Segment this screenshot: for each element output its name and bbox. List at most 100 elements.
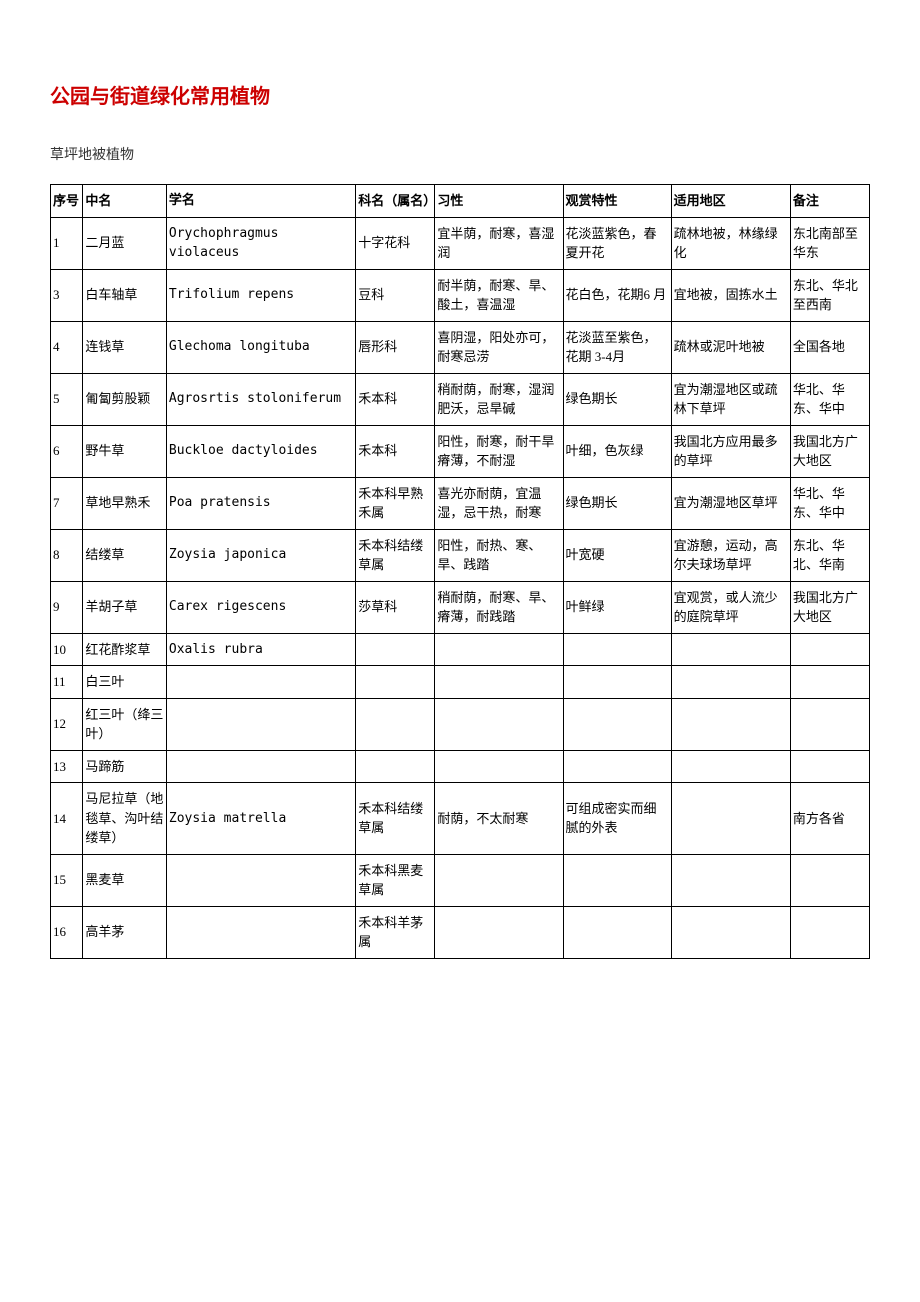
- cell-region: [671, 698, 790, 750]
- cell-family: 禾本科羊茅属: [356, 906, 435, 958]
- cell-latin: Carex rigescens: [166, 581, 355, 633]
- cell-family: 禾本科: [356, 425, 435, 477]
- cell-feature: 花淡蓝至紫色，花期 3-4月: [563, 321, 671, 373]
- cell-note: 东北、华北至西南: [790, 269, 869, 321]
- cell-seq: 11: [51, 666, 83, 699]
- table-row: 6野牛草Buckloe dactyloides禾本科阳性，耐寒，耐干旱瘠薄，不耐…: [51, 425, 870, 477]
- table-row: 7草地早熟禾Poa pratensis禾本科早熟禾属喜光亦耐荫，宜温湿，忌干热，…: [51, 477, 870, 529]
- cell-family: [356, 666, 435, 699]
- cell-family: 唇形科: [356, 321, 435, 373]
- cell-cn: 高羊茅: [83, 906, 167, 958]
- plant-table: 序号 中名 学名 科名（属名） 习性 观赏特性 适用地区 备注 1二月蓝Oryc…: [50, 184, 870, 959]
- cell-cn: 马蹄筋: [83, 750, 167, 783]
- cell-region: [671, 666, 790, 699]
- cell-seq: 3: [51, 269, 83, 321]
- cell-feature: [563, 906, 671, 958]
- cell-region: [671, 783, 790, 855]
- cell-feature: 花淡蓝紫色，春夏开花: [563, 217, 671, 269]
- cell-region: [671, 633, 790, 666]
- col-header-family: 科名（属名）: [356, 185, 435, 218]
- cell-region: [671, 906, 790, 958]
- cell-family: 禾本科结缕草属: [356, 783, 435, 855]
- table-row: 8结缕草Zoysia japonica禾本科结缕草属阳性，耐热、寒、旱、践踏叶宽…: [51, 529, 870, 581]
- cell-note: [790, 633, 869, 666]
- cell-feature: [563, 633, 671, 666]
- cell-cn: 黑麦草: [83, 854, 167, 906]
- table-row: 12红三叶（绛三叶）: [51, 698, 870, 750]
- cell-latin: Agrosrtis stoloniferum: [166, 373, 355, 425]
- cell-seq: 5: [51, 373, 83, 425]
- cell-habit: 稍耐荫，耐寒，湿润肥沃，忌旱碱: [435, 373, 563, 425]
- cell-seq: 14: [51, 783, 83, 855]
- cell-latin: Trifolium repens: [166, 269, 355, 321]
- cell-habit: 宜半荫，耐寒，喜湿润: [435, 217, 563, 269]
- cell-feature: [563, 698, 671, 750]
- cell-cn: 马尼拉草（地毯草、沟叶结缕草）: [83, 783, 167, 855]
- cell-latin: Poa pratensis: [166, 477, 355, 529]
- cell-note: 华北、华东、华中: [790, 373, 869, 425]
- cell-note: [790, 750, 869, 783]
- cell-note: 全国各地: [790, 321, 869, 373]
- cell-seq: 13: [51, 750, 83, 783]
- cell-habit: [435, 633, 563, 666]
- section-title: 草坪地被植物: [50, 144, 870, 164]
- cell-feature: [563, 666, 671, 699]
- cell-latin: [166, 698, 355, 750]
- cell-feature: [563, 750, 671, 783]
- cell-family: 禾本科结缕草属: [356, 529, 435, 581]
- cell-seq: 9: [51, 581, 83, 633]
- table-row: 1二月蓝Orychophragmus violaceus十字花科宜半荫，耐寒，喜…: [51, 217, 870, 269]
- cell-habit: 耐半荫，耐寒、旱、酸土，喜温湿: [435, 269, 563, 321]
- cell-feature: 叶宽硬: [563, 529, 671, 581]
- cell-feature: 叶鲜绿: [563, 581, 671, 633]
- table-row: 10红花酢浆草Oxalis rubra: [51, 633, 870, 666]
- cell-region: 我国北方应用最多的草坪: [671, 425, 790, 477]
- cell-latin: [166, 854, 355, 906]
- cell-note: 我国北方广大地区: [790, 425, 869, 477]
- col-header-latin: 学名: [166, 185, 355, 218]
- cell-note: 东北、华北、华南: [790, 529, 869, 581]
- cell-latin: Zoysia japonica: [166, 529, 355, 581]
- cell-seq: 15: [51, 854, 83, 906]
- cell-note: [790, 666, 869, 699]
- cell-latin: [166, 666, 355, 699]
- cell-latin: Glechoma longituba: [166, 321, 355, 373]
- table-header-row: 序号 中名 学名 科名（属名） 习性 观赏特性 适用地区 备注: [51, 185, 870, 218]
- cell-family: 豆科: [356, 269, 435, 321]
- cell-cn: 草地早熟禾: [83, 477, 167, 529]
- cell-feature: 绿色期长: [563, 373, 671, 425]
- cell-feature: 花白色，花期6 月: [563, 269, 671, 321]
- cell-cn: 连钱草: [83, 321, 167, 373]
- col-header-cn: 中名: [83, 185, 167, 218]
- cell-cn: 匍匐剪股颖: [83, 373, 167, 425]
- cell-cn: 白三叶: [83, 666, 167, 699]
- table-row: 3白车轴草Trifolium repens豆科耐半荫，耐寒、旱、酸土，喜温湿花白…: [51, 269, 870, 321]
- cell-feature: 叶细，色灰绿: [563, 425, 671, 477]
- cell-region: 宜为潮湿地区草坪: [671, 477, 790, 529]
- cell-note: 东北南部至华东: [790, 217, 869, 269]
- cell-region: 宜游憩，运动，高尔夫球场草坪: [671, 529, 790, 581]
- table-row: 11白三叶: [51, 666, 870, 699]
- cell-habit: 喜光亦耐荫，宜温湿，忌干热，耐寒: [435, 477, 563, 529]
- cell-note: [790, 854, 869, 906]
- cell-family: 禾本科早熟禾属: [356, 477, 435, 529]
- cell-habit: [435, 698, 563, 750]
- cell-cn: 羊胡子草: [83, 581, 167, 633]
- table-row: 15黑麦草禾本科黑麦草属: [51, 854, 870, 906]
- cell-region: 宜观赏，或人流少的庭院草坪: [671, 581, 790, 633]
- cell-family: 禾本科: [356, 373, 435, 425]
- cell-family: [356, 750, 435, 783]
- cell-note: [790, 906, 869, 958]
- cell-habit: [435, 666, 563, 699]
- table-row: 4连钱草Glechoma longituba唇形科喜阴湿，阳处亦可，耐寒忌涝花淡…: [51, 321, 870, 373]
- col-header-region: 适用地区: [671, 185, 790, 218]
- page-title: 公园与街道绿化常用植物: [50, 80, 870, 109]
- cell-region: 疏林地被，林缘绿化: [671, 217, 790, 269]
- cell-cn: 二月蓝: [83, 217, 167, 269]
- cell-habit: 稍耐荫，耐寒、旱、瘠薄，耐践踏: [435, 581, 563, 633]
- cell-latin: Buckloe dactyloides: [166, 425, 355, 477]
- cell-region: [671, 854, 790, 906]
- col-header-habit: 习性: [435, 185, 563, 218]
- cell-feature: 可组成密实而细腻的外表: [563, 783, 671, 855]
- col-header-note: 备注: [790, 185, 869, 218]
